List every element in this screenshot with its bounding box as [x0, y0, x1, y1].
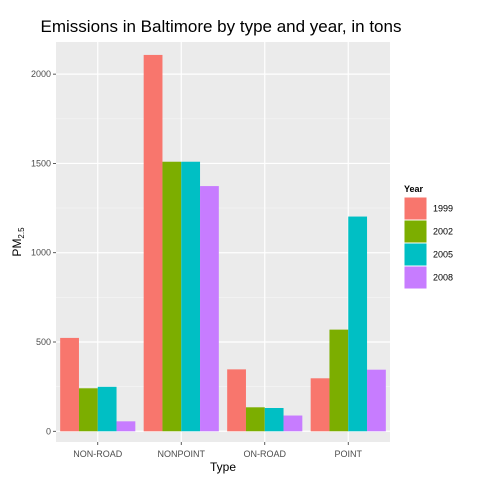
x-tick-label: POINT	[334, 449, 362, 459]
bar-non-road-2008	[116, 421, 136, 432]
legend-items: 1999 2002 2005 2008	[403, 196, 453, 290]
y-tick-label: 1500	[31, 158, 51, 168]
bar-point-2005	[348, 216, 368, 432]
bar-on-road-2008	[283, 415, 303, 432]
legend-key-swatch	[404, 266, 427, 289]
bar-non-road-2005	[97, 386, 117, 432]
legend-title: Year	[404, 184, 424, 194]
bars-layer	[60, 54, 386, 432]
bar-point-2002	[329, 329, 349, 432]
y-tick-label: 500	[36, 337, 51, 347]
y-tick-label: 1000	[31, 248, 51, 258]
legend-label: 2008	[433, 273, 453, 283]
x-tick-label: NON-ROAD	[73, 449, 122, 459]
legend-label: 2005	[433, 250, 453, 260]
x-axis: NON-ROAD NONPOINT ON-ROAD POINT	[73, 442, 362, 459]
y-axis-title-main: PM	[10, 239, 24, 257]
legend-key-swatch	[404, 243, 427, 266]
y-tick-label: 2000	[31, 69, 51, 79]
chart-title: Emissions in Baltimore by type and year,…	[41, 17, 402, 36]
bar-point-1999	[310, 378, 330, 432]
legend-label: 1999	[433, 204, 453, 214]
bar-non-road-1999	[60, 337, 79, 432]
legend-label: 2002	[433, 227, 453, 237]
y-axis-title: PM2.5	[10, 227, 26, 257]
legend-key-swatch	[404, 197, 427, 220]
x-tick-label: NONPOINT	[157, 449, 205, 459]
bar-on-road-2002	[245, 407, 265, 432]
x-axis-title: Type	[210, 460, 236, 474]
y-tick-label: 0	[46, 426, 51, 436]
legend-key-swatch	[404, 220, 427, 243]
bar-point-2008	[367, 369, 386, 432]
bar-nonpoint-2005	[181, 161, 201, 432]
bar-nonpoint-1999	[143, 54, 163, 432]
bar-nonpoint-2002	[162, 161, 182, 432]
y-axis-title-subscript: 2.5	[17, 227, 26, 239]
bar-non-road-2002	[78, 388, 98, 432]
bar-on-road-1999	[227, 369, 246, 432]
legend: Year 1999 2002 2005 2008	[403, 184, 453, 290]
y-axis: 0 500 1000 1500 2000	[31, 69, 56, 436]
bar-on-road-2005	[264, 408, 284, 432]
x-tick-label: ON-ROAD	[244, 449, 287, 459]
bar-nonpoint-2008	[200, 186, 219, 432]
